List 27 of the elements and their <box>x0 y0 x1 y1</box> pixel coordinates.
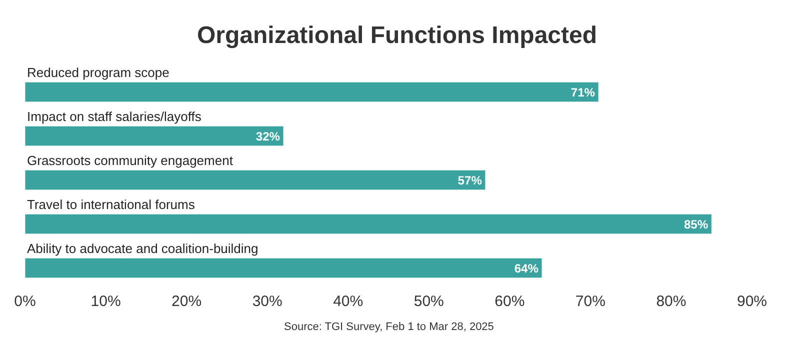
data-label: 32% <box>256 129 280 144</box>
data-label: 85% <box>684 217 708 232</box>
x-tick-label: 70% <box>575 293 606 310</box>
bar <box>25 170 486 190</box>
data-label: 64% <box>514 261 539 276</box>
x-tick-label: 90% <box>736 293 768 310</box>
x-tick-label: 20% <box>172 293 202 310</box>
data-label: 71% <box>570 85 596 100</box>
bar <box>25 82 599 102</box>
y-tick-label: Impact on staff salaries/layoffs <box>27 109 202 124</box>
source-note: Source: TGI Survey, Feb 1 to Mar 28, 2025 <box>284 321 494 333</box>
bar <box>25 126 284 146</box>
x-tick-label: 0% <box>14 293 36 310</box>
x-tick-label: 80% <box>656 293 686 310</box>
data-label: 57% <box>458 173 482 188</box>
x-tick-label: 10% <box>90 293 121 310</box>
chart-title: Organizational Functions Impacted <box>196 22 598 50</box>
x-tick-label: 50% <box>414 293 444 310</box>
x-tick-label: 30% <box>252 293 282 310</box>
y-tick-label: Travel to international forums <box>27 197 196 212</box>
y-tick-label: Ability to advocate and coalition-building <box>27 241 258 256</box>
x-tick-label: 60% <box>494 293 525 310</box>
y-tick-label: Grassroots community engagement <box>27 153 234 168</box>
bar <box>25 258 542 278</box>
x-tick-label: 40% <box>333 293 364 310</box>
y-tick-label: Reduced program scope <box>27 65 170 80</box>
bar <box>25 214 712 234</box>
